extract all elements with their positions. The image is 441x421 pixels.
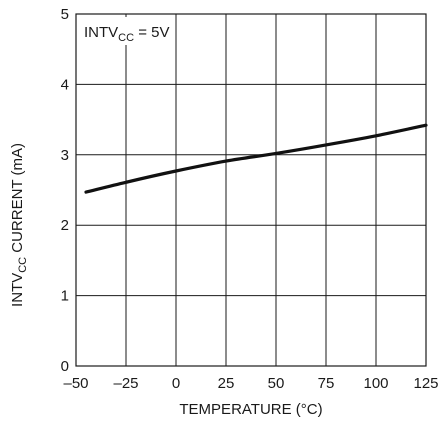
- plot-frame: [75, 13, 427, 367]
- x-tick-labels: –50 –25 0 25 50 75 100 125: [63, 375, 438, 392]
- x-tick-label: 0: [172, 375, 180, 392]
- y-axis-title: INTVCC CURRENT (mA): [9, 143, 29, 307]
- x-tick-label: –50: [63, 375, 88, 392]
- series-line: [84, 123, 428, 194]
- annotation: INTVCC = 5V: [84, 24, 170, 44]
- y-axis-title-post: CURRENT (mA): [9, 143, 26, 257]
- y-tick-label: 5: [61, 6, 69, 23]
- x-tick-label: 75: [318, 375, 335, 392]
- grid: [75, 13, 427, 367]
- x-tick-label: 25: [218, 375, 235, 392]
- annotation-main: INTV: [84, 24, 118, 41]
- x-tick-label: 100: [363, 375, 388, 392]
- y-tick-label: 1: [61, 288, 69, 305]
- y-axis-title-pre: INTV: [9, 273, 26, 307]
- x-tick-label: 50: [268, 375, 285, 392]
- y-tick-label: 3: [61, 147, 69, 164]
- annotation-box: [78, 17, 168, 45]
- annotation-suffix: = 5V: [134, 24, 169, 41]
- y-tick-label: 4: [61, 76, 69, 93]
- x-axis-title: TEMPERATURE (°C): [179, 401, 322, 418]
- y-axis-title-sub: CC: [17, 257, 29, 273]
- x-tick-label: –25: [113, 375, 138, 392]
- annotation-sub: CC: [118, 32, 134, 44]
- series-layer: [84, 123, 428, 194]
- y-tick-label: 0: [61, 358, 69, 375]
- y-tick-label: 2: [61, 217, 69, 234]
- x-tick-label: 125: [413, 375, 438, 392]
- y-tick-labels: 0 1 2 3 4 5: [61, 6, 69, 375]
